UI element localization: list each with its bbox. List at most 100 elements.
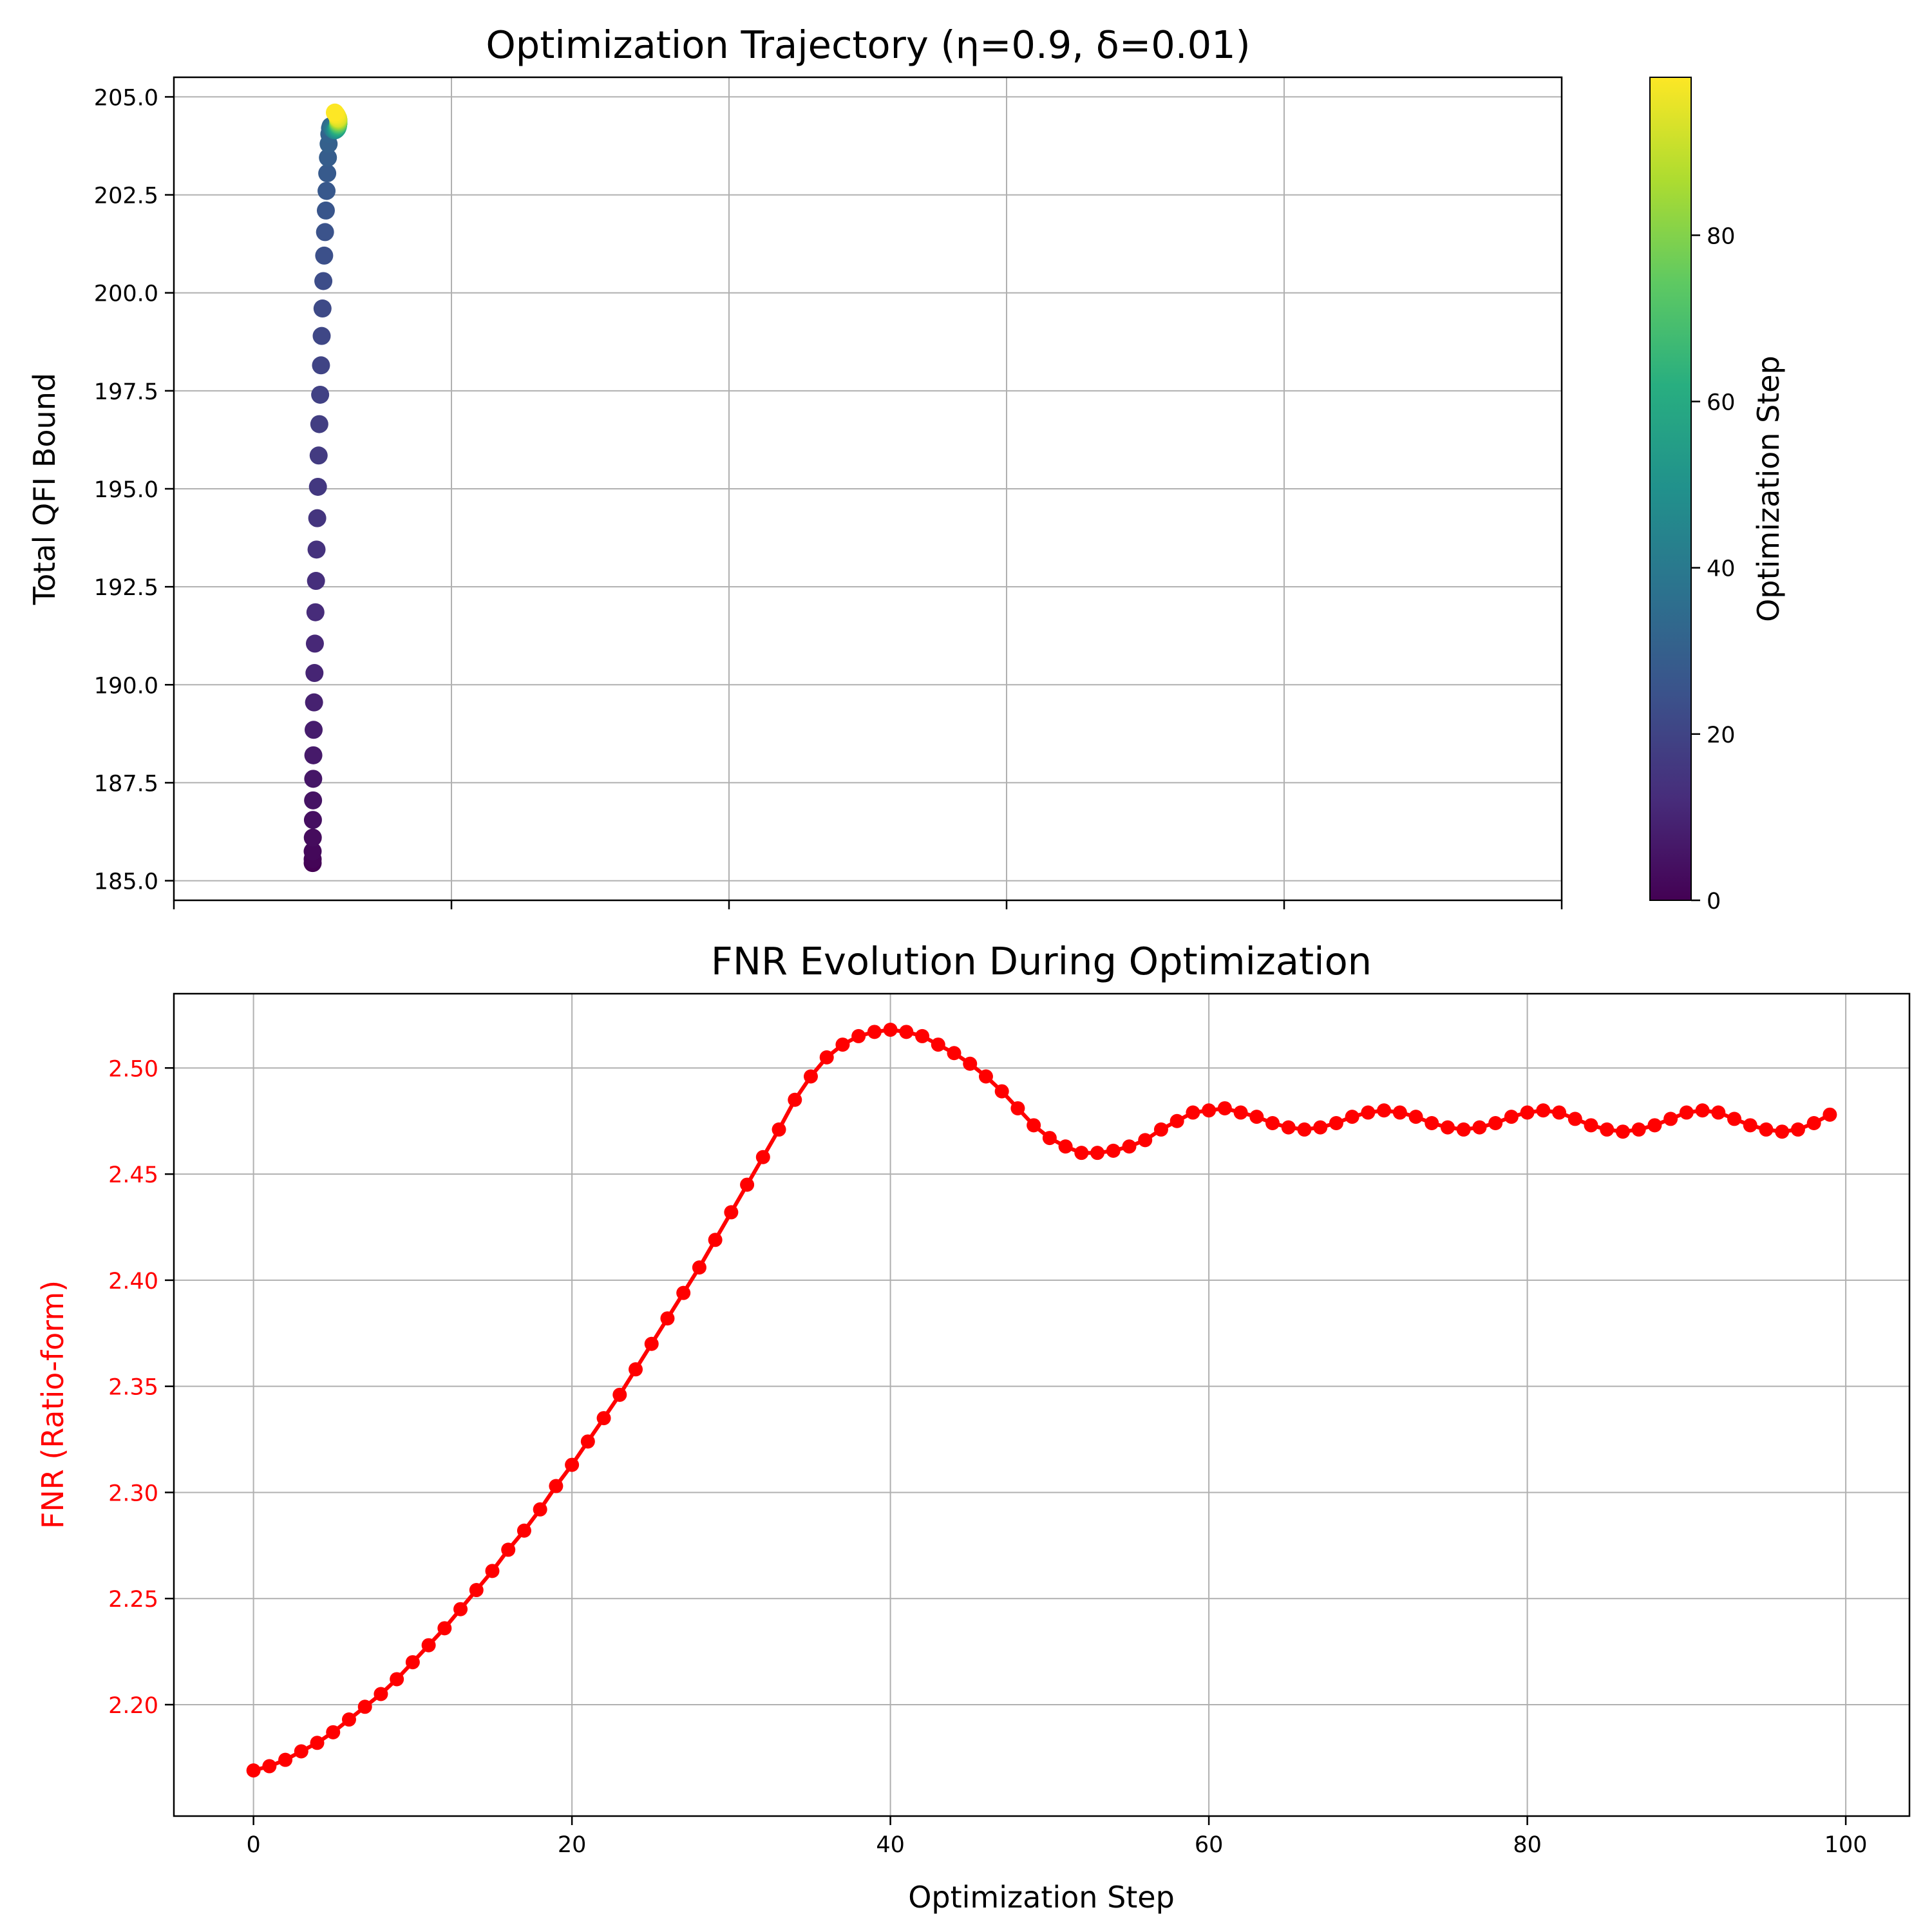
fnr-point-29 bbox=[708, 1233, 723, 1247]
fnr-point-3 bbox=[294, 1744, 308, 1759]
scatter-point-29 bbox=[319, 148, 337, 167]
colorbar-label: Optimization Step bbox=[1751, 355, 1786, 622]
fnr-point-4 bbox=[310, 1736, 325, 1750]
fnr-point-35 bbox=[803, 1069, 818, 1084]
fnr-point-49 bbox=[1027, 1118, 1041, 1133]
colorbar-tick-label-2: 40 bbox=[1707, 556, 1736, 582]
scatter-point-17 bbox=[309, 446, 328, 465]
fnr-point-28 bbox=[692, 1260, 706, 1275]
fnr-point-58 bbox=[1170, 1113, 1184, 1128]
fnr-point-70 bbox=[1361, 1105, 1376, 1120]
fnr-point-31 bbox=[740, 1177, 755, 1192]
fnr-point-88 bbox=[1647, 1118, 1662, 1133]
fnr-point-73 bbox=[1408, 1110, 1423, 1124]
fnr-point-97 bbox=[1790, 1122, 1805, 1137]
scatter-point-19 bbox=[311, 385, 330, 404]
fnr-point-30 bbox=[724, 1205, 739, 1220]
fnr-point-90 bbox=[1679, 1105, 1694, 1120]
scatter-point-15 bbox=[308, 509, 327, 527]
top-chart-title: Optimization Trajectory (η=0.9, δ=0.01) bbox=[486, 23, 1250, 67]
fnr-point-14 bbox=[469, 1583, 484, 1598]
fnr-point-53 bbox=[1090, 1146, 1105, 1160]
top-y-tick-label-8: 205.0 bbox=[94, 85, 158, 111]
fnr-point-86 bbox=[1615, 1124, 1630, 1139]
fnr-point-68 bbox=[1329, 1116, 1343, 1131]
fnr-point-21 bbox=[580, 1434, 595, 1449]
fnr-point-99 bbox=[1823, 1107, 1837, 1122]
scatter-point-13 bbox=[307, 572, 325, 591]
fnr-point-47 bbox=[994, 1084, 1009, 1099]
bottom-y-tick-label-0: 2.20 bbox=[108, 1693, 158, 1719]
fnr-point-67 bbox=[1313, 1120, 1328, 1135]
colorbar-gradient bbox=[1649, 77, 1692, 901]
fnr-point-22 bbox=[596, 1411, 611, 1426]
fnr-point-95 bbox=[1759, 1122, 1774, 1137]
fnr-point-74 bbox=[1425, 1116, 1439, 1131]
fnr-point-84 bbox=[1584, 1118, 1598, 1133]
fnr-point-48 bbox=[1010, 1101, 1025, 1115]
scatter-point-12 bbox=[306, 603, 325, 621]
scatter-point-7 bbox=[304, 746, 323, 764]
fnr-point-10 bbox=[405, 1655, 420, 1670]
fnr-point-20 bbox=[565, 1457, 580, 1472]
fnr-point-46 bbox=[978, 1069, 993, 1084]
fnr-point-51 bbox=[1058, 1139, 1073, 1154]
top-y-tick-label-7: 202.5 bbox=[94, 184, 158, 209]
bottom-y-tick-label-5: 2.45 bbox=[108, 1162, 158, 1188]
scatter-point-26 bbox=[316, 201, 335, 220]
bottom-y-tick-label-4: 2.40 bbox=[108, 1269, 158, 1294]
scatter-point-23 bbox=[314, 272, 333, 290]
fnr-point-92 bbox=[1711, 1105, 1726, 1120]
fnr-point-42 bbox=[915, 1028, 930, 1043]
fnr-point-77 bbox=[1472, 1120, 1487, 1135]
fnr-point-89 bbox=[1663, 1112, 1678, 1126]
scatter-point-27 bbox=[317, 182, 336, 200]
fnr-point-66 bbox=[1297, 1122, 1312, 1137]
scatter-point-2 bbox=[303, 842, 322, 860]
fnr-point-27 bbox=[676, 1285, 691, 1300]
scatter-point-11 bbox=[305, 634, 324, 653]
fnr-point-1 bbox=[262, 1759, 277, 1774]
fnr-point-71 bbox=[1377, 1103, 1392, 1118]
scatter-point-25 bbox=[316, 223, 334, 242]
fnr-point-54 bbox=[1106, 1143, 1121, 1158]
scatter-point-10 bbox=[305, 664, 324, 683]
fnr-point-93 bbox=[1727, 1112, 1742, 1126]
colorbar-tick-label-3: 60 bbox=[1707, 390, 1736, 415]
fnr-point-18 bbox=[533, 1502, 547, 1517]
colorbar-tick-label-0: 0 bbox=[1707, 889, 1721, 914]
fnr-point-81 bbox=[1536, 1103, 1551, 1118]
fnr-point-44 bbox=[947, 1046, 961, 1061]
top-y-tick-label-0: 185.0 bbox=[94, 869, 158, 895]
fnr-point-13 bbox=[453, 1602, 468, 1616]
fnr-point-45 bbox=[963, 1056, 978, 1071]
fnr-point-15 bbox=[485, 1564, 500, 1578]
fnr-point-41 bbox=[899, 1025, 914, 1039]
fnr-point-9 bbox=[390, 1672, 404, 1687]
fnr-point-26 bbox=[660, 1311, 675, 1326]
fnr-point-23 bbox=[612, 1387, 627, 1402]
fnr-point-2 bbox=[278, 1752, 293, 1767]
scatter-point-8 bbox=[305, 721, 323, 739]
fnr-point-96 bbox=[1775, 1124, 1790, 1139]
fnr-point-7 bbox=[357, 1700, 372, 1714]
scatter-point-24 bbox=[315, 246, 334, 265]
fnr-point-36 bbox=[819, 1050, 834, 1065]
fnr-point-6 bbox=[341, 1712, 356, 1727]
fnr-point-19 bbox=[549, 1479, 564, 1493]
fnr-point-16 bbox=[501, 1542, 516, 1557]
bottom-x-tick-label-5: 100 bbox=[1824, 1832, 1868, 1858]
scatter-point-18 bbox=[310, 415, 328, 433]
fnr-point-32 bbox=[755, 1150, 770, 1164]
fnr-point-37 bbox=[835, 1037, 850, 1052]
fnr-point-40 bbox=[883, 1023, 898, 1037]
colorbar-tick-label-4: 80 bbox=[1707, 223, 1736, 249]
bottom-x-tick-label-4: 80 bbox=[1513, 1832, 1542, 1858]
bottom-y-tick-label-3: 2.35 bbox=[108, 1375, 158, 1401]
top-grid bbox=[173, 77, 1562, 900]
fnr-point-72 bbox=[1392, 1105, 1407, 1120]
colorbar-tick-label-1: 20 bbox=[1707, 723, 1736, 748]
fnr-point-83 bbox=[1567, 1112, 1582, 1126]
scatter-point-99 bbox=[325, 103, 344, 122]
